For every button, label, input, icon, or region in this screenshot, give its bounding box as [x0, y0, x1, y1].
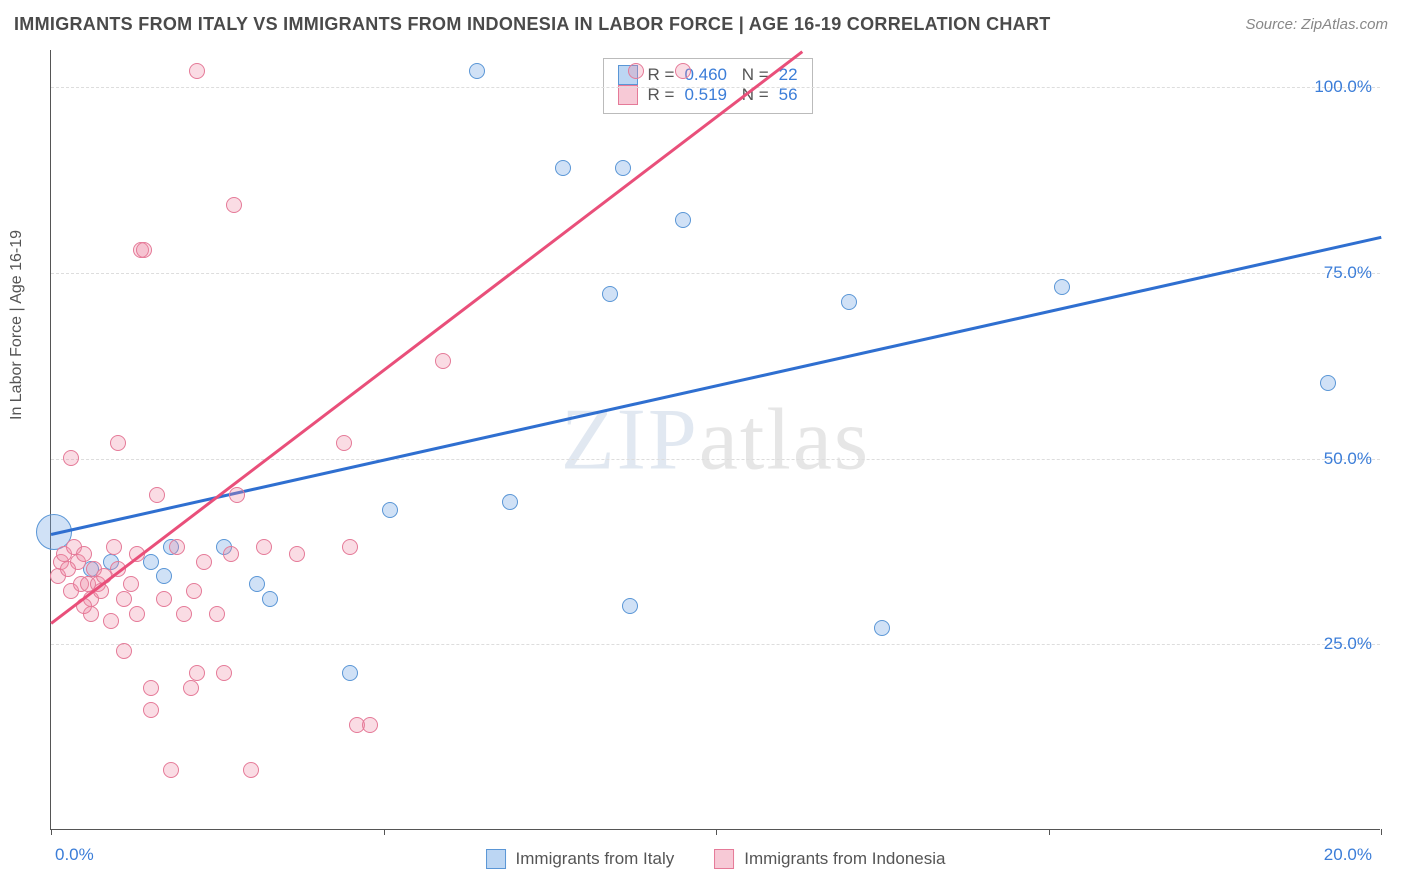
scatter-point-indonesia [60, 561, 76, 577]
legend-r-value: 0.460 [684, 65, 727, 85]
scatter-point-indonesia [143, 680, 159, 696]
series-legend-label: Immigrants from Indonesia [744, 849, 945, 869]
scatter-point-italy [555, 160, 571, 176]
y-tick-label: 25.0% [1324, 634, 1372, 654]
scatter-point-italy [262, 591, 278, 607]
scatter-point-italy [874, 620, 890, 636]
series-legend-item-indonesia: Immigrants from Indonesia [714, 849, 945, 869]
y-tick-label: 75.0% [1324, 263, 1372, 283]
y-tick-label: 100.0% [1314, 77, 1372, 97]
trend-line-indonesia [50, 50, 803, 624]
scatter-point-indonesia [289, 546, 305, 562]
x-tick-mark [51, 829, 52, 835]
scatter-point-italy [382, 502, 398, 518]
gridline-h [51, 644, 1380, 645]
scatter-point-indonesia [336, 435, 352, 451]
gridline-h [51, 273, 1380, 274]
gridline-h [51, 87, 1380, 88]
scatter-point-indonesia [186, 583, 202, 599]
scatter-point-italy [249, 576, 265, 592]
scatter-point-indonesia [176, 606, 192, 622]
scatter-point-indonesia [116, 643, 132, 659]
scatter-point-indonesia [143, 702, 159, 718]
scatter-point-indonesia [342, 539, 358, 555]
scatter-point-italy [675, 212, 691, 228]
scatter-point-indonesia [76, 546, 92, 562]
scatter-point-indonesia [169, 539, 185, 555]
scatter-point-indonesia [156, 591, 172, 607]
chart-title: IMMIGRANTS FROM ITALY VS IMMIGRANTS FROM… [14, 14, 1051, 35]
scatter-point-indonesia [189, 665, 205, 681]
scatter-point-italy [502, 494, 518, 510]
plot-area: ZIPatlas R =0.460 N =22R =0.519 N =56 Im… [50, 50, 1380, 830]
watermark-right: atlas [699, 391, 870, 488]
y-axis-label: In Labor Force | Age 16-19 [8, 230, 26, 420]
scatter-point-indonesia [216, 665, 232, 681]
trend-line-italy [51, 236, 1382, 536]
x-tick-label: 20.0% [1324, 845, 1372, 865]
scatter-point-indonesia [183, 680, 199, 696]
scatter-point-italy [342, 665, 358, 681]
x-tick-mark [1049, 829, 1050, 835]
scatter-point-italy [469, 63, 485, 79]
watermark: ZIPatlas [561, 389, 870, 490]
scatter-point-italy [156, 568, 172, 584]
scatter-point-indonesia [106, 539, 122, 555]
scatter-point-italy [1320, 375, 1336, 391]
scatter-point-indonesia [209, 606, 225, 622]
scatter-point-indonesia [163, 762, 179, 778]
scatter-point-italy [841, 294, 857, 310]
x-tick-mark [384, 829, 385, 835]
x-tick-mark [716, 829, 717, 835]
gridline-h [51, 459, 1380, 460]
scatter-point-italy [1054, 279, 1070, 295]
series-legend-swatch-indonesia [714, 849, 734, 869]
scatter-point-indonesia [129, 606, 145, 622]
x-tick-mark [1381, 829, 1382, 835]
scatter-point-indonesia [675, 63, 691, 79]
scatter-point-indonesia [229, 487, 245, 503]
scatter-point-indonesia [256, 539, 272, 555]
legend-r-label: R = [648, 65, 675, 85]
scatter-point-indonesia [223, 546, 239, 562]
source-attribution: Source: ZipAtlas.com [1245, 16, 1388, 33]
scatter-point-indonesia [189, 63, 205, 79]
series-legend: Immigrants from Italy Immigrants from Ind… [486, 849, 946, 869]
scatter-point-indonesia [103, 613, 119, 629]
scatter-point-indonesia [123, 576, 139, 592]
scatter-point-indonesia [243, 762, 259, 778]
scatter-point-indonesia [116, 591, 132, 607]
scatter-point-italy [615, 160, 631, 176]
scatter-point-indonesia [226, 197, 242, 213]
scatter-point-indonesia [149, 487, 165, 503]
scatter-point-indonesia [136, 242, 152, 258]
series-legend-label: Immigrants from Italy [516, 849, 675, 869]
scatter-point-indonesia [63, 450, 79, 466]
series-legend-item-italy: Immigrants from Italy [486, 849, 675, 869]
x-tick-label: 0.0% [55, 845, 94, 865]
scatter-point-indonesia [628, 63, 644, 79]
scatter-point-indonesia [196, 554, 212, 570]
y-tick-label: 50.0% [1324, 449, 1372, 469]
scatter-point-indonesia [110, 435, 126, 451]
scatter-point-indonesia [435, 353, 451, 369]
scatter-point-italy [602, 286, 618, 302]
scatter-point-italy [622, 598, 638, 614]
scatter-point-indonesia [362, 717, 378, 733]
series-legend-swatch-italy [486, 849, 506, 869]
